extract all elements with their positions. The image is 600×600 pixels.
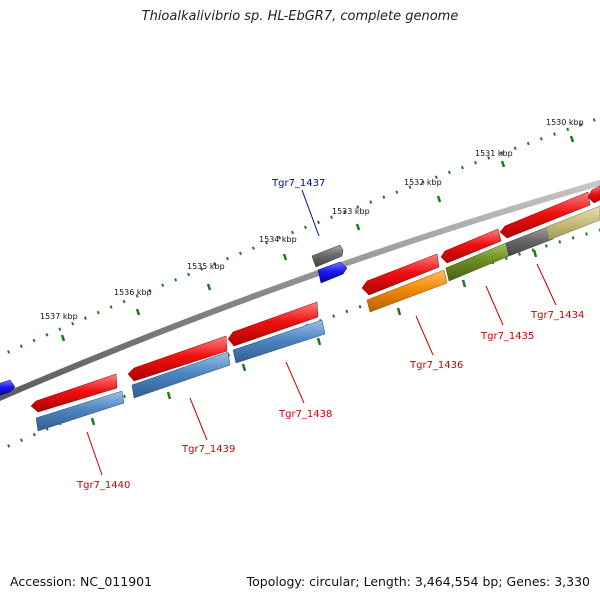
gene-label-tgr7-1436[interactable]: Tgr7_1436: [409, 360, 463, 371]
scale-label-1533: 1533 kbp: [332, 207, 370, 216]
scale-label-1536: 1536 kbp: [114, 288, 152, 297]
accession-label: Accession: NC_011901: [10, 574, 153, 589]
inner-major-ticks: [90, 249, 538, 426]
scale-label-1534: 1534 kbp: [259, 235, 297, 244]
scale-label-1537: 1537 kbp: [40, 312, 78, 321]
feature-blue-left[interactable]: [0, 379, 16, 396]
outer-major-ticks: [60, 135, 575, 342]
scale-label-1532: 1532 kbp: [404, 178, 442, 187]
scale-label-1535: 1535 kbp: [187, 262, 225, 271]
feature-steelblue-1440[interactable]: [35, 390, 125, 432]
cds-arrow-1435[interactable]: [440, 228, 502, 264]
feature-steelblue-1439[interactable]: [131, 351, 231, 399]
gene-label-tgr7-1434[interactable]: Tgr7_1434: [530, 310, 584, 321]
cds-arrow-edge[interactable]: [587, 185, 600, 204]
gene-label-tgr7-1438[interactable]: Tgr7_1438: [278, 409, 332, 420]
feature-blue-1437[interactable]: [317, 261, 348, 284]
cds-arrow-1434[interactable]: [499, 191, 591, 239]
gene-label-tgr7-1439[interactable]: Tgr7_1439: [181, 444, 235, 455]
gene-label-tgr7-1440[interactable]: Tgr7_1440: [76, 480, 130, 491]
scale-labels: 1530 kbp 1531 kbp 1532 kbp 1533 kbp 1534…: [40, 118, 584, 321]
feature-khaki-1434[interactable]: [545, 205, 600, 241]
feature-gray-1434[interactable]: [505, 225, 554, 257]
feature-orange-1436[interactable]: [366, 269, 448, 313]
gene-labels: Tgr7_1437 Tgr7_1434 Tgr7_1435 Tgr7_1436 …: [76, 178, 584, 491]
cds-arrow-1439[interactable]: [127, 335, 228, 382]
cds-arrow-1436[interactable]: [361, 253, 440, 296]
feature-row: [35, 205, 600, 432]
feature-steelblue-1438[interactable]: [232, 319, 326, 364]
genome-summary: Topology: circular; Length: 3,464,554 bp…: [246, 574, 590, 589]
gene-label-tgr7-1435[interactable]: Tgr7_1435: [480, 331, 534, 342]
map-title: Thioalkalivibrio sp. HL-EbGR7, complete …: [141, 9, 459, 24]
scale-label-1530: 1530 kbp: [546, 118, 584, 127]
feature-gray-1437[interactable]: [311, 244, 344, 268]
cds-row: [30, 185, 600, 413]
scale-label-1531: 1531 kbp: [475, 149, 513, 158]
cds-arrow-1440[interactable]: [30, 373, 118, 413]
gene-label-tgr7-1437[interactable]: Tgr7_1437: [271, 178, 325, 189]
gene-leader-lines: [86, 189, 557, 476]
cds-arrow-1438[interactable]: [227, 301, 319, 347]
genome-backbone: [0, 179, 600, 401]
